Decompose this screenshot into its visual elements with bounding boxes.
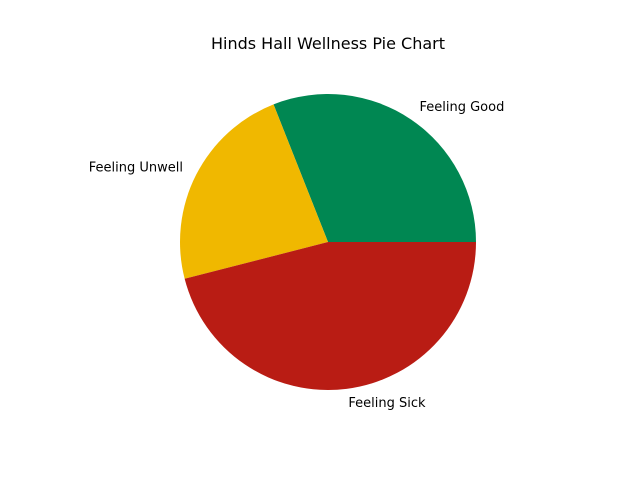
pie-slice-feeling-unwell [179,104,328,279]
pie-slice-feeling-good [273,93,476,243]
chart-title: Hinds Hall Wellness Pie Chart [211,34,445,53]
pie-labels: Feeling Good Feeling Unwell Feeling Sick [89,100,505,411]
pie-slice-feeling-sick [184,242,476,391]
pie-label-feeling-good: Feeling Good [420,100,505,115]
pie-slices [179,93,476,391]
pie-label-feeling-unwell: Feeling Unwell [89,161,183,176]
pie-label-feeling-sick: Feeling Sick [348,396,426,411]
